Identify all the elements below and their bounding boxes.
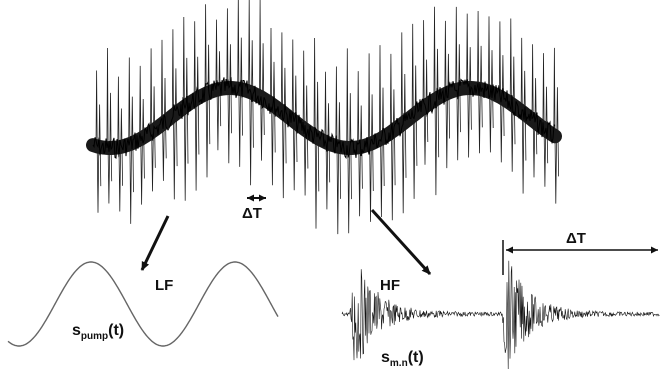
combined-signal-spike [106, 47, 113, 204]
pump-sine-curve [7, 261, 279, 347]
delta-t-marker-right: ΔT [502, 230, 658, 275]
lf-label: LF [155, 277, 173, 294]
arrow-to-lf [140, 215, 170, 271]
s-mn-label: sm.n(t) [381, 349, 424, 369]
hf-burst-signal: HF sm.n(t) [341, 260, 660, 370]
hf-burst-trace [341, 260, 660, 370]
delta-t-right-label: ΔT [566, 230, 586, 247]
combined-signal-waveform [86, 0, 562, 235]
arrow-to-hf [370, 208, 432, 276]
hf-burst-path [341, 260, 660, 370]
combined-signal-noise [92, 77, 556, 160]
combined-signal-spike [422, 20, 429, 165]
lf-pump-signal: LF spump(t) [7, 261, 279, 347]
delta-t-marker-top: ΔT [242, 194, 266, 222]
combined-signal-spike [150, 48, 156, 192]
s-pump-label: spump(t) [72, 322, 124, 342]
delta-t-top-label: ΔT [242, 205, 262, 222]
combined-signal-spike [531, 44, 538, 178]
combined-signal-spike [509, 18, 516, 172]
hf-label: HF [380, 277, 400, 294]
combined-signal-spike [161, 39, 167, 181]
combined-signal-spike [259, 0, 265, 161]
